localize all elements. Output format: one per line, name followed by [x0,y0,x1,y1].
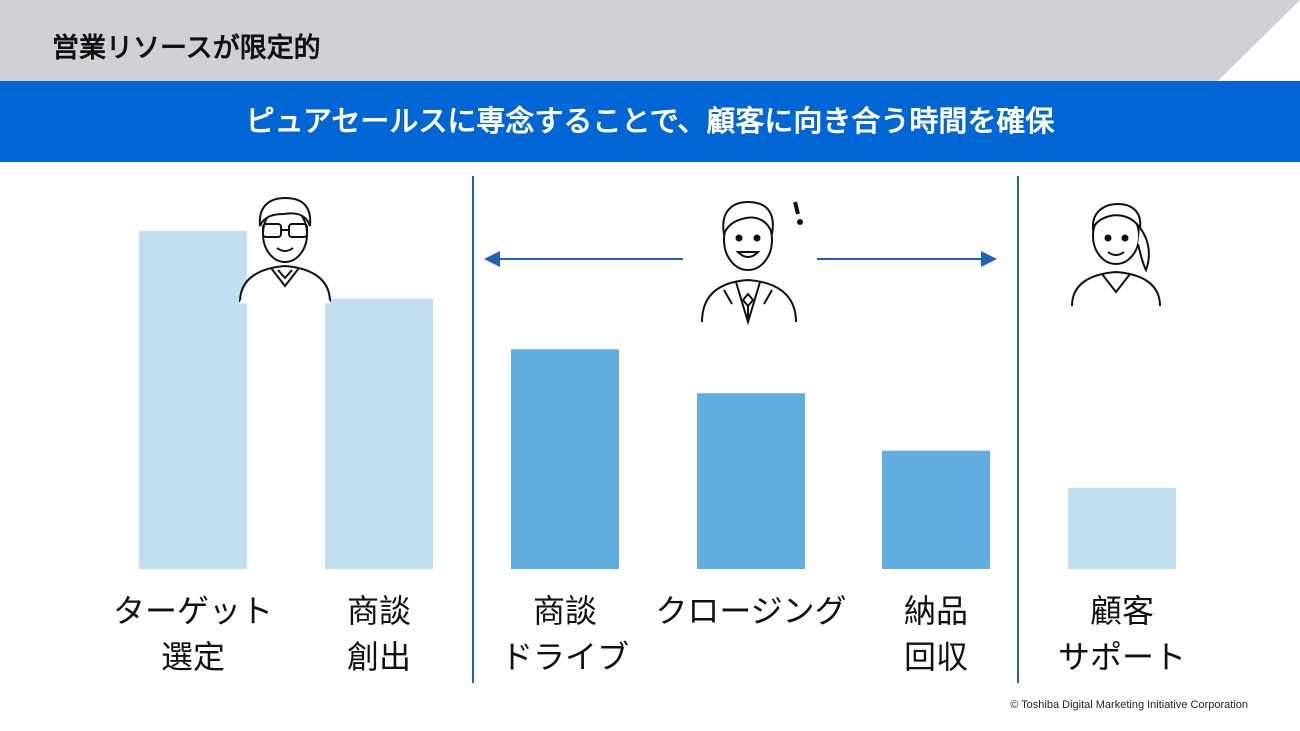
bar-1 [139,231,247,569]
bar-3 [511,349,619,569]
category-label-4-line-1: クロージング [655,592,846,630]
category-label-2-line-2: 創出 [347,638,411,676]
bar-4 [697,393,805,569]
woman-support-icon [1071,202,1161,307]
page-title: 営業リソースが限定的 [52,33,321,64]
businessman-exclaim-icon [701,200,803,326]
bar-2 [325,298,433,569]
category-label-1-line-1: ターゲット [113,592,273,630]
person-glasses-icon [239,196,331,304]
category-label-5-line-2: 回収 [904,638,968,676]
category-label-1-line-2: 選定 [161,638,225,676]
category-label-3-line-1: 商談 [533,592,597,630]
header-band [0,0,1300,81]
bar-5 [882,450,990,569]
category-label-3-line-2: ドライブ [501,638,629,676]
category-label-2-line-1: 商談 [347,592,411,630]
headline-banner: ピュアセールスに専念することで、顧客に向き合う時間を確保 [0,81,1300,162]
category-label-6-line-2: サポート [1058,638,1186,676]
category-label-6-line-1: 顧客 [1090,592,1154,630]
category-label-5-line-1: 納品 [904,592,968,630]
copyright-notice: © Toshiba Digital Marketing Initiative C… [1010,699,1248,711]
banner-text: ピュアセールスに専念することで、顧客に向き合う時間を確保 [245,104,1055,138]
bar-6 [1068,487,1176,569]
